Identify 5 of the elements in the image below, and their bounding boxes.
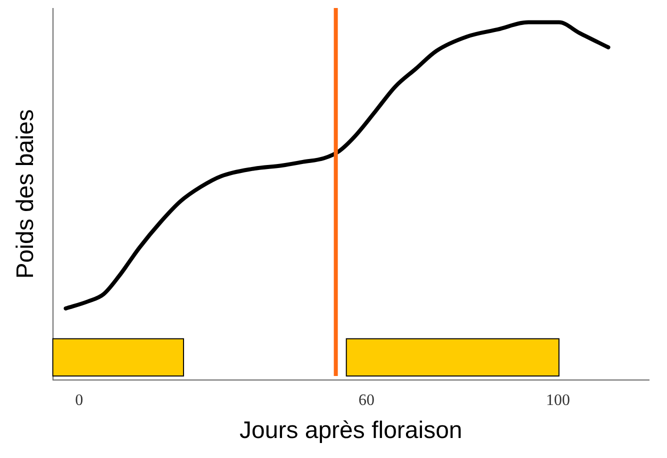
x-tick-label: 60: [358, 392, 374, 409]
x-axis-title: Jours après floraison: [240, 417, 462, 444]
x-tick-label: 0: [75, 392, 84, 409]
x-tick-label: 100: [546, 392, 570, 409]
y-axis-title: Poids des baies: [12, 109, 40, 279]
